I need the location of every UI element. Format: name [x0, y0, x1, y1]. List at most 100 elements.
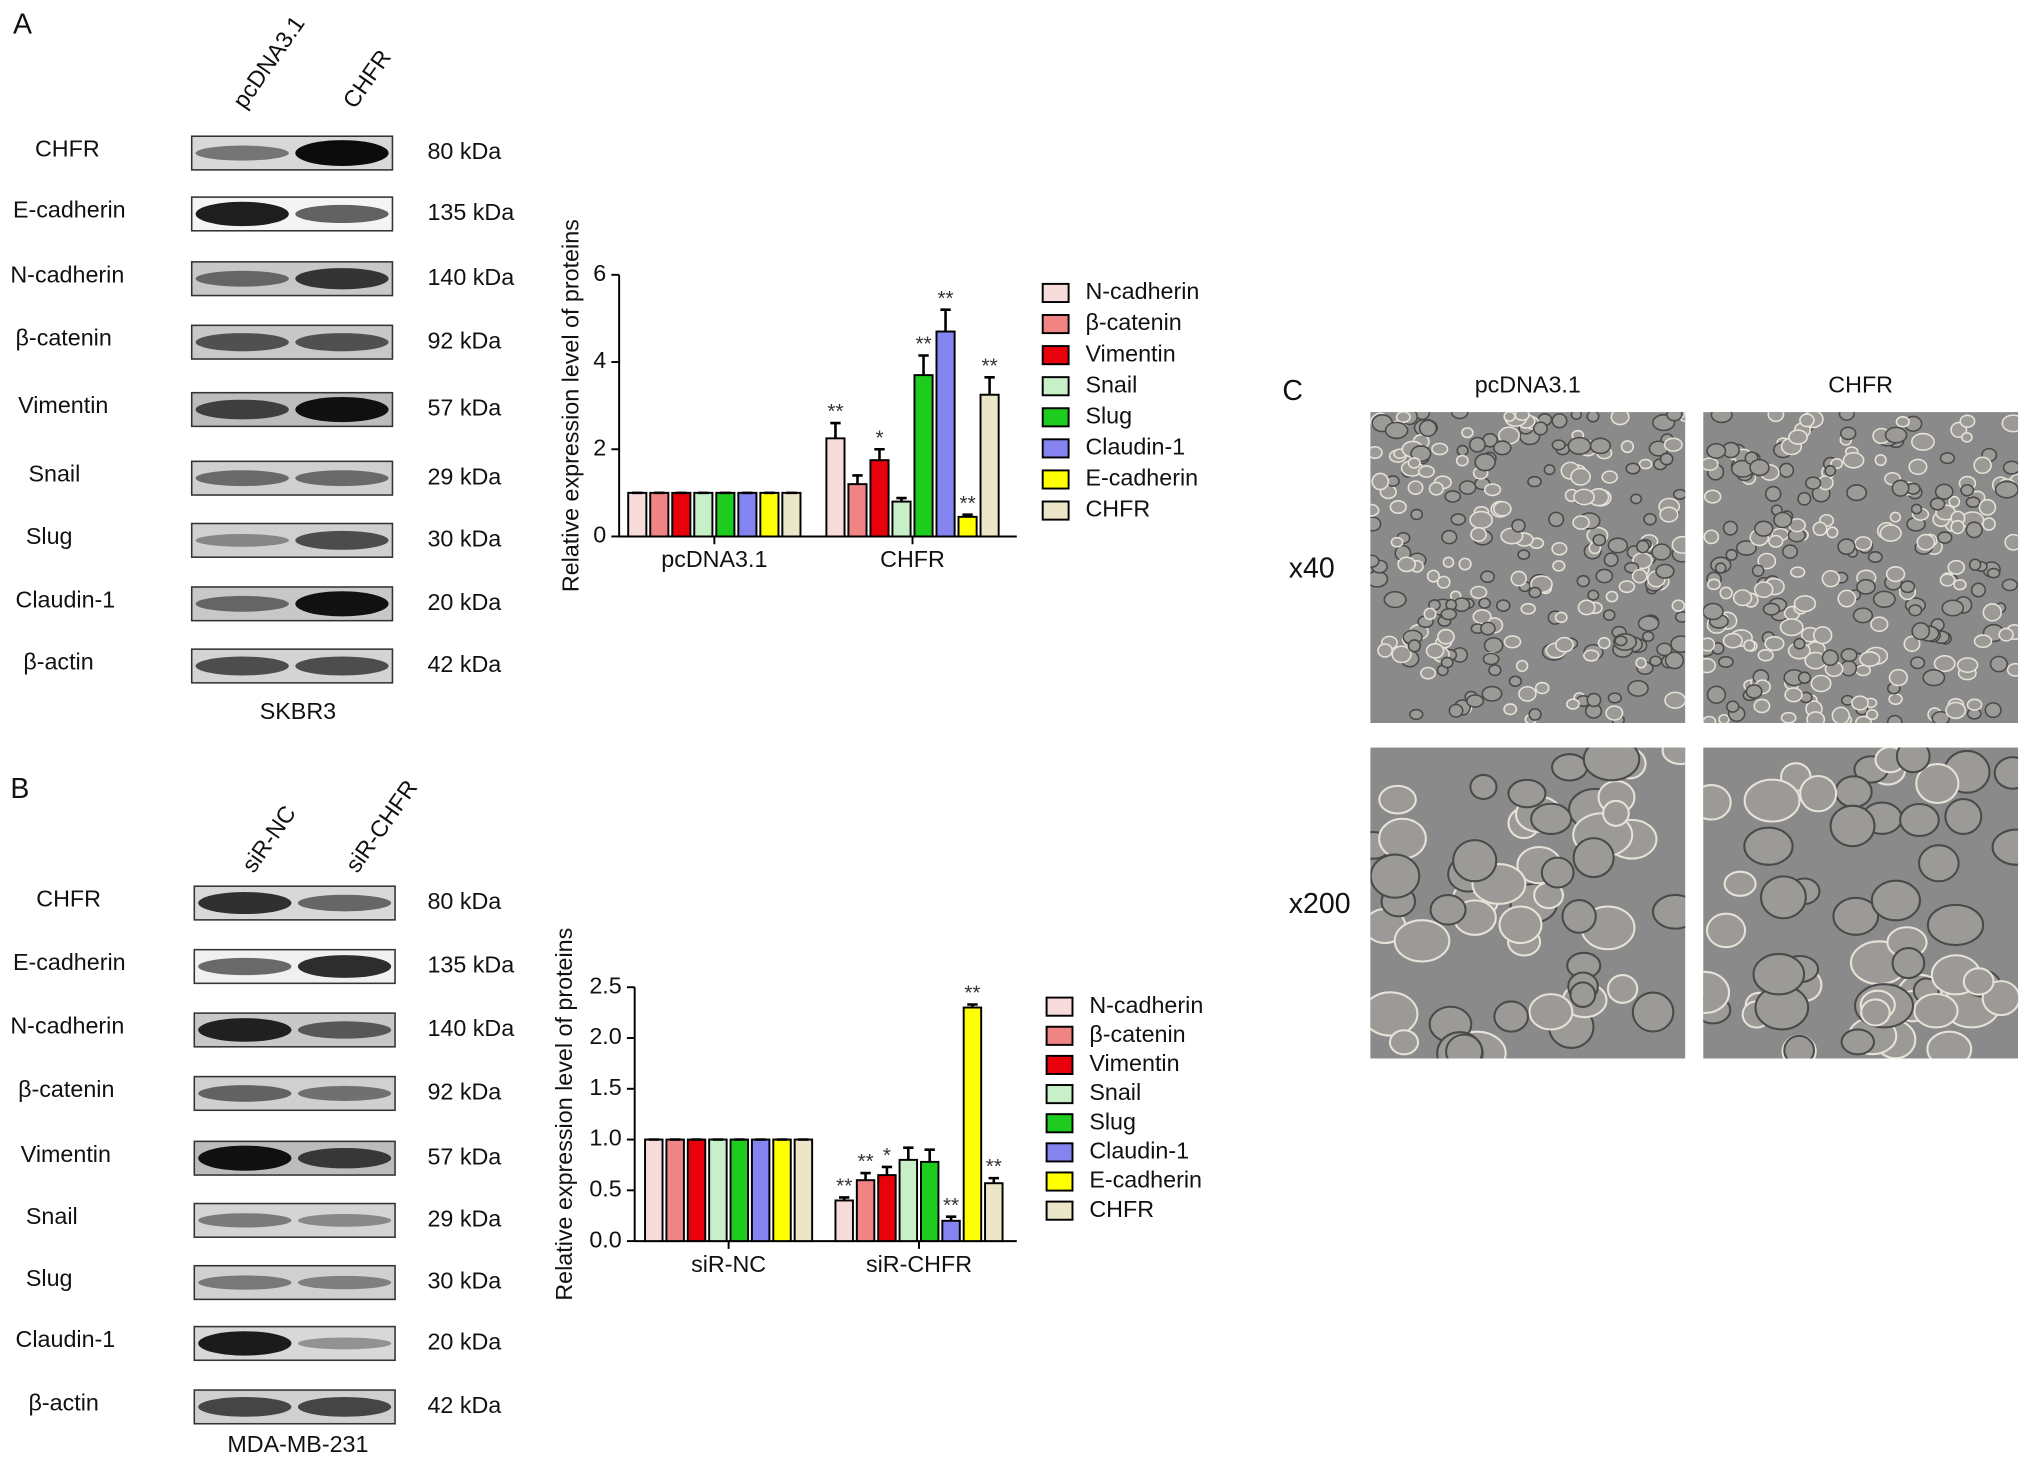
cell	[1916, 533, 1936, 551]
cell	[1409, 708, 1424, 721]
panel-label: A	[13, 9, 32, 41]
cell	[1982, 517, 1996, 531]
protein-name: E-cadherin	[13, 197, 126, 223]
cell	[1620, 440, 1635, 454]
y-tick-label: 6	[593, 260, 606, 286]
legend-label: Claudin-1	[1085, 434, 1185, 460]
cell	[1470, 526, 1487, 542]
cell	[1968, 558, 1982, 571]
protein-name: Slug	[26, 1265, 73, 1291]
cell	[1854, 536, 1873, 551]
bar	[693, 491, 714, 538]
legend-label: E-cadherin	[1085, 465, 1198, 491]
legend-label: Slug	[1089, 1108, 1136, 1134]
legend-label: CHFR	[1089, 1196, 1154, 1222]
cell	[1899, 802, 1940, 838]
cell	[1757, 552, 1777, 570]
band	[198, 1085, 292, 1102]
band	[297, 955, 392, 978]
cell	[1865, 709, 1879, 721]
cell	[1671, 599, 1686, 612]
band	[195, 399, 289, 420]
protein-size: 57 kDa	[427, 395, 501, 421]
cell	[1440, 607, 1458, 621]
protein-size: 80 kDa	[427, 888, 501, 914]
cell	[1520, 602, 1536, 615]
bar	[855, 1179, 876, 1243]
protein-size: 29 kDa	[427, 1206, 501, 1232]
y-tick-label: 4	[593, 347, 606, 373]
cell	[1760, 875, 1807, 920]
cell	[1370, 503, 1380, 517]
band	[297, 1275, 392, 1290]
protein-name: E-cadherin	[13, 949, 126, 975]
cell	[1895, 416, 1910, 428]
cell	[1718, 713, 1730, 723]
bar	[686, 1138, 707, 1243]
legend-swatch	[1045, 1054, 1074, 1075]
cell	[1641, 631, 1655, 643]
cells	[1703, 412, 2019, 723]
cell	[1407, 480, 1424, 495]
cell	[1470, 585, 1488, 600]
bar	[957, 515, 978, 538]
cell	[1572, 837, 1615, 879]
cell	[1532, 421, 1548, 436]
cell	[1606, 974, 1639, 1004]
blot-box	[193, 1264, 396, 1301]
cell	[1821, 569, 1841, 588]
protein-size: 140 kDa	[427, 264, 514, 290]
cell	[1508, 675, 1523, 687]
cell	[1706, 578, 1721, 591]
legend-swatch	[1041, 438, 1070, 459]
cell	[2001, 414, 2019, 433]
cell	[1503, 703, 1518, 716]
cell	[1956, 657, 1979, 674]
cell	[1780, 711, 1797, 723]
bar	[941, 1219, 961, 1243]
cell	[1468, 436, 1486, 453]
cell	[1407, 639, 1422, 653]
row-label: x40	[1289, 553, 1335, 585]
cell	[1410, 508, 1424, 521]
cell	[1839, 426, 1857, 441]
cell	[1583, 649, 1600, 662]
band	[198, 1145, 292, 1171]
bar	[781, 491, 802, 538]
cell	[1383, 591, 1407, 609]
cell	[1569, 981, 1597, 1008]
cell	[1703, 602, 1724, 621]
cell	[1576, 574, 1591, 588]
cell	[1797, 671, 1812, 684]
cell	[1884, 426, 1908, 444]
cell	[1900, 580, 1916, 594]
cell	[1743, 826, 1794, 866]
protein-size: 135 kDa	[427, 199, 514, 225]
cell	[1960, 483, 1975, 497]
protein-size: 20 kDa	[427, 1329, 501, 1355]
cell	[1570, 412, 1583, 420]
cell	[1370, 991, 1419, 1037]
cell	[1393, 919, 1451, 963]
cell	[1753, 581, 1774, 599]
cell	[1824, 464, 1837, 477]
cell	[1659, 506, 1679, 523]
legend-swatch	[1041, 345, 1070, 366]
cell	[1994, 480, 2019, 499]
cell	[1493, 440, 1512, 456]
cell	[1510, 570, 1527, 587]
cell	[1984, 702, 2002, 719]
legend-swatch	[1041, 282, 1070, 303]
legend-label: N-cadherin	[1085, 278, 1199, 304]
cell	[1420, 666, 1437, 680]
cell	[1764, 485, 1782, 502]
legend-label: Claudin-1	[1089, 1138, 1189, 1164]
band	[198, 1331, 292, 1356]
y-tick-label: 2.0	[589, 1023, 621, 1049]
protein-name: Claudin-1	[16, 1326, 116, 1352]
cell	[1674, 611, 1686, 623]
cell	[1703, 637, 1716, 652]
cell	[1431, 442, 1449, 456]
cell	[1483, 483, 1502, 497]
band	[295, 204, 389, 224]
